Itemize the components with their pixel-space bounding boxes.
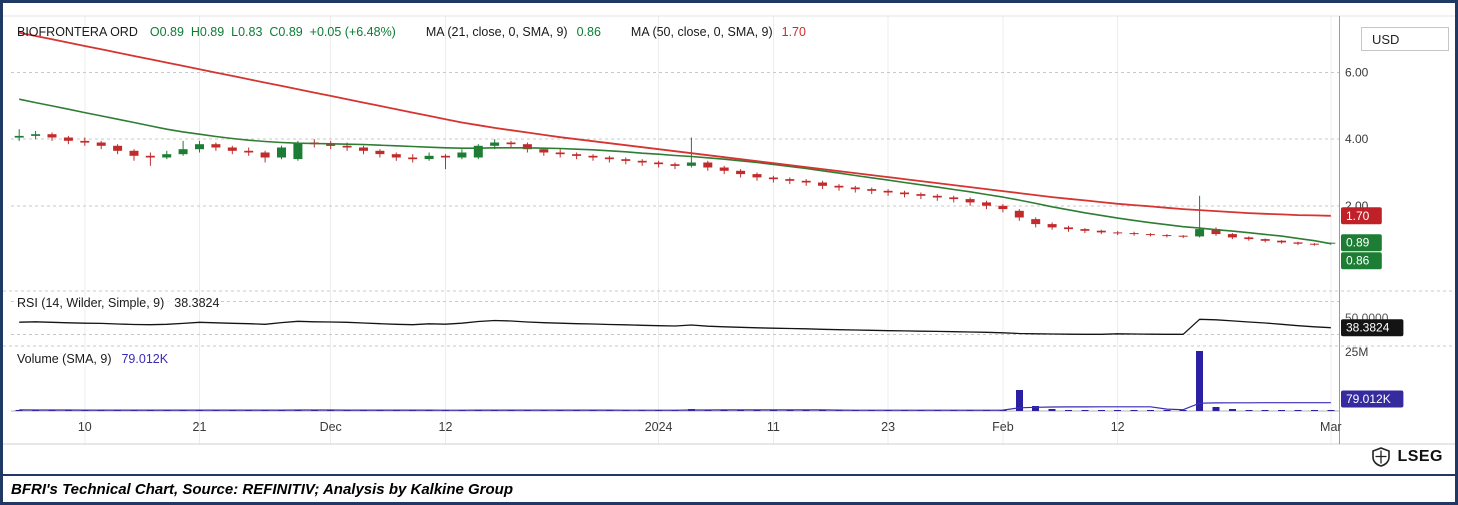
symbol-name: BIOFRONTERA ORD — [17, 25, 138, 39]
svg-text:Feb: Feb — [992, 420, 1014, 434]
ma-lines — [19, 31, 1331, 245]
ma50-value: 1.70 — [781, 25, 806, 39]
rsi-series — [19, 318, 1331, 335]
svg-text:25M: 25M — [1345, 345, 1368, 359]
svg-text:Mar: Mar — [1320, 420, 1342, 434]
svg-text:1.70: 1.70 — [1346, 209, 1370, 223]
svg-text:21: 21 — [193, 420, 207, 434]
svg-text:23: 23 — [881, 420, 895, 434]
ma50-label[interactable]: MA (50, close, 0, SMA, 9) — [630, 25, 773, 39]
gridlines — [3, 15, 1455, 445]
legend: BIOFRONTERA ORD O0.89 H0.89 L0.83 C0.89 … — [17, 25, 806, 39]
svg-text:0.86: 0.86 — [1346, 254, 1370, 268]
axis-labels: 10 21 Dec 12 2024 11 23 Feb 12 Mar6.004.002.0050.… — [78, 66, 1389, 434]
svg-text:0.89: 0.89 — [1346, 236, 1370, 250]
rsi-label-text[interactable]: RSI (14, Wilder, Simple, 9) — [17, 296, 165, 310]
candlestick-series — [14, 129, 1336, 246]
volume-panel-label: Volume (SMA, 9) 79.012K — [17, 352, 169, 366]
svg-text:38.3824: 38.3824 — [1346, 321, 1390, 335]
svg-text:12: 12 — [439, 420, 453, 434]
currency-selector[interactable]: USD — [1361, 27, 1449, 51]
rsi-panel-label: RSI (14, Wilder, Simple, 9) 38.3824 — [17, 296, 220, 310]
svg-text:11: 11 — [767, 420, 780, 434]
lseg-logo: LSEG — [1371, 447, 1443, 467]
svg-text:4.00: 4.00 — [1345, 132, 1369, 146]
price-chart-canvas[interactable]: 10 21 Dec 12 2024 11 23 Feb 12 Mar6.004.002.0050.… — [3, 3, 1455, 474]
lseg-crest-icon — [1371, 447, 1391, 467]
caption-text: BFRI's Technical Chart, Source: REFINITI… — [11, 480, 514, 498]
svg-text:10: 10 — [78, 420, 92, 434]
volume-series — [15, 351, 1335, 411]
svg-text:12: 12 — [1111, 420, 1125, 434]
ma21-value: 0.86 — [576, 25, 601, 39]
price-badges: 1.70 0.89 0.86 38.3824 79.012K — [1341, 207, 1404, 408]
ma21-label[interactable]: MA (21, close, 0, SMA, 9) — [425, 25, 568, 39]
svg-text:79.012K: 79.012K — [1346, 392, 1391, 406]
lseg-logo-text: LSEG — [1397, 448, 1443, 465]
volume-sma-value: 79.012K — [121, 352, 169, 366]
rsi-value: 38.3824 — [174, 296, 220, 310]
svg-text:Dec: Dec — [320, 420, 342, 434]
ohlc-readout: O0.89 H0.89 L0.83 C0.89 +0.05 (+6.48%) — [149, 25, 396, 39]
volume-label-text[interactable]: Volume (SMA, 9) — [17, 352, 112, 366]
svg-text:2024: 2024 — [645, 420, 673, 434]
chart-area: 10 21 Dec 12 2024 11 23 Feb 12 Mar 6.00 4.00 2.00 50.… — [3, 3, 1455, 474]
svg-text:6.00: 6.00 — [1345, 66, 1369, 80]
caption-bar: BFRI's Technical Chart, Source: REFINITI… — [3, 474, 1455, 502]
